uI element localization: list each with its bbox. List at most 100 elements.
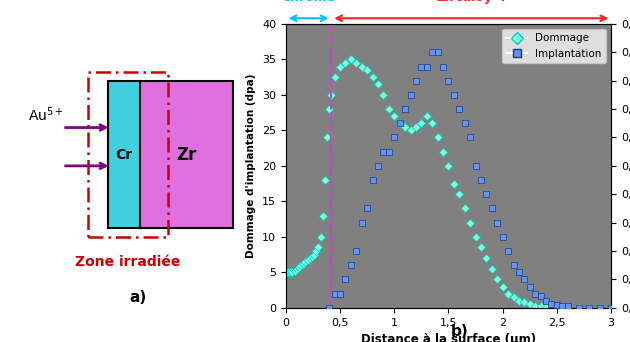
Point	[373, 81, 383, 87]
Point	[322, 135, 332, 140]
Point	[563, 305, 573, 311]
Point	[471, 234, 481, 240]
Text: Cr: Cr	[115, 147, 132, 161]
Point	[320, 177, 330, 183]
Point	[530, 303, 541, 308]
Point	[487, 206, 497, 211]
Point	[335, 291, 345, 296]
Point	[552, 302, 562, 308]
Point	[340, 277, 350, 282]
Point	[357, 64, 367, 69]
Point	[394, 121, 404, 126]
Point	[421, 114, 432, 119]
Point	[558, 304, 568, 309]
Point	[541, 304, 551, 310]
Text: Au$^{5+}$: Au$^{5+}$	[28, 105, 63, 124]
Point	[346, 57, 356, 62]
Point	[400, 106, 410, 112]
Point	[285, 269, 295, 275]
Point	[427, 50, 437, 55]
Point	[498, 234, 508, 239]
Point	[367, 177, 377, 183]
Point	[460, 206, 470, 211]
Point	[471, 163, 481, 169]
X-axis label: Distance à la surface (μm): Distance à la surface (μm)	[361, 333, 536, 342]
Point	[536, 294, 546, 299]
Text: Zircaloy-4: Zircaloy-4	[437, 0, 506, 4]
Point	[541, 298, 551, 303]
Point	[546, 301, 556, 306]
Point	[503, 291, 513, 296]
Point	[311, 248, 321, 254]
Point	[433, 135, 443, 140]
Point	[444, 163, 454, 169]
Bar	[140, 81, 232, 228]
Point	[394, 120, 404, 126]
Point	[379, 92, 389, 98]
Point	[313, 245, 323, 250]
Text: Chrome: Chrome	[282, 0, 336, 4]
Point	[335, 64, 345, 69]
Point	[384, 106, 394, 112]
Point	[389, 135, 399, 140]
Point	[530, 291, 541, 296]
Point	[340, 60, 350, 66]
Point	[400, 124, 410, 130]
Point	[573, 305, 583, 311]
Point	[421, 64, 432, 69]
Point	[487, 266, 497, 272]
Point	[324, 305, 335, 311]
Point	[454, 192, 464, 197]
Legend: Dommage, Implantation: Dommage, Implantation	[502, 29, 606, 63]
Bar	[88, 72, 168, 237]
Point	[379, 149, 389, 155]
Point	[492, 220, 502, 225]
Point	[552, 305, 562, 310]
Point	[362, 206, 372, 211]
Point	[525, 284, 535, 289]
Point	[514, 298, 524, 303]
Point	[302, 257, 312, 262]
Point	[492, 277, 502, 282]
Point	[294, 264, 304, 269]
Text: b): b)	[451, 324, 469, 339]
Point	[352, 60, 362, 66]
Point	[595, 305, 605, 311]
Point	[433, 50, 443, 55]
Point	[573, 305, 583, 311]
Point	[514, 269, 524, 275]
Point	[606, 305, 616, 311]
Point	[362, 67, 372, 73]
Point	[606, 305, 616, 311]
Point	[563, 304, 573, 309]
Point	[329, 291, 340, 296]
Point	[508, 263, 518, 268]
Point	[465, 135, 475, 140]
Point	[346, 263, 356, 268]
Point	[384, 149, 394, 155]
Point	[411, 78, 421, 83]
Point	[585, 305, 595, 311]
Point	[438, 149, 448, 155]
Point	[373, 163, 383, 169]
Point	[503, 248, 513, 254]
Point	[460, 120, 470, 126]
Point	[465, 220, 475, 225]
Point	[585, 305, 595, 311]
Point	[298, 261, 308, 266]
Point	[449, 181, 459, 186]
Point	[525, 302, 535, 307]
Point	[367, 75, 377, 80]
Y-axis label: Dommage d'implantation (dpa): Dommage d'implantation (dpa)	[246, 74, 256, 258]
Point	[406, 128, 416, 133]
Point	[309, 252, 319, 257]
Point	[307, 254, 317, 260]
Point	[519, 299, 529, 305]
Point	[427, 121, 437, 126]
Point	[438, 64, 448, 69]
Point	[481, 192, 491, 197]
Point	[389, 114, 399, 119]
Text: Zone irradiée: Zone irradiée	[75, 255, 180, 269]
Point	[454, 106, 464, 112]
Point	[292, 266, 302, 272]
